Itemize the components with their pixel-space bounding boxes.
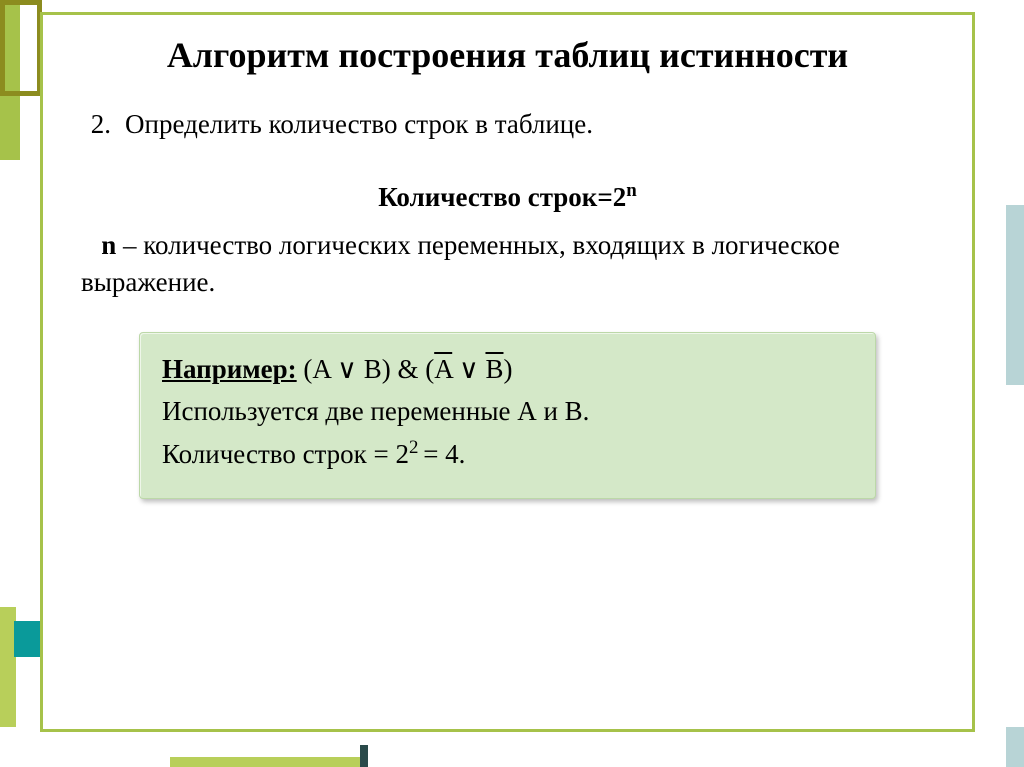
step-number: 2. xyxy=(81,106,111,144)
expr-p5: ) xyxy=(503,354,512,384)
explain-text: – количество логических переменных, вход… xyxy=(81,230,840,298)
decoration-stripe xyxy=(1006,205,1024,385)
decoration-stripe xyxy=(1006,727,1024,767)
step-text: Определить количество строк в таблице. xyxy=(125,106,593,144)
rowcount-exp: 2 xyxy=(409,437,423,458)
row-count-formula: Количество строк=2n xyxy=(81,178,934,217)
rowcount-prefix: Количество строк = 2 xyxy=(162,439,409,469)
decoration-stripe xyxy=(170,757,360,767)
formula-exponent: n xyxy=(626,180,637,201)
expr-p3 xyxy=(452,354,459,384)
example-label: Например: xyxy=(162,354,297,384)
or-symbol: ∨ xyxy=(337,354,357,384)
formula-prefix: Количество строк=2 xyxy=(378,182,626,212)
step-item: 2. Определить количество строк в таблице… xyxy=(81,106,934,144)
example-expression: Например: (A ∨ B) & (A ∨ B) xyxy=(162,349,853,391)
example-box: Например: (A ∨ B) & (A ∨ B) Используется… xyxy=(139,332,876,499)
example-row-count: Количество строк = 22 = 4. xyxy=(162,433,853,476)
variable-explanation: n – количество логических переменных, вх… xyxy=(81,227,934,303)
not-b: B xyxy=(485,354,503,384)
decoration-box xyxy=(0,0,42,96)
slide-title: Алгоритм построения таблиц истинности xyxy=(43,33,972,78)
not-a: A xyxy=(434,354,452,384)
n-variable: n xyxy=(101,230,116,260)
example-variables: Используется две переменные А и В. xyxy=(162,391,853,433)
expr-p2: B) & ( xyxy=(357,354,434,384)
expr-p1: (A xyxy=(297,354,338,384)
slide-content: 2. Определить количество строк в таблице… xyxy=(43,106,972,499)
decoration-stripe xyxy=(360,745,368,767)
rowcount-suffix: = 4. xyxy=(423,439,465,469)
slide-frame: Алгоритм построения таблиц истинности 2.… xyxy=(40,12,975,732)
or-symbol: ∨ xyxy=(459,354,479,384)
